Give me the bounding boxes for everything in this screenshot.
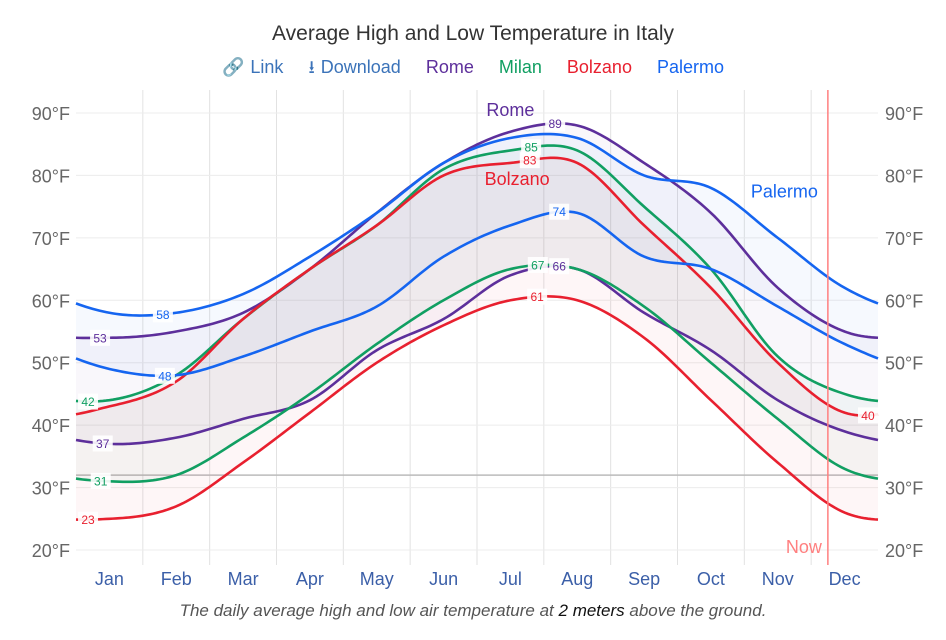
y-tick-left: 20°F <box>32 541 70 561</box>
x-tick-label: Jun <box>429 569 458 589</box>
data-label-bg <box>527 256 548 273</box>
band-milan <box>76 145 878 482</box>
palermo-low-line <box>75 210 879 378</box>
rome-high-line <box>75 122 879 340</box>
link-button[interactable]: 🔗 Link <box>222 57 283 77</box>
data-label: 66 <box>553 260 567 274</box>
data-label-bg <box>545 115 566 132</box>
palermo-high-line <box>75 132 879 317</box>
x-tick-label: Sep <box>628 569 660 589</box>
caption-emphasis: 2 meters <box>558 601 625 620</box>
download-icon: ⭳ <box>308 57 315 77</box>
data-label-bg <box>78 511 99 528</box>
x-tick-label: Feb <box>161 569 192 589</box>
now-label: Now <box>786 537 823 557</box>
data-label: 83 <box>523 154 537 168</box>
data-label-bg <box>154 367 175 384</box>
bolzano-high-line <box>75 156 879 417</box>
y-tick-left: 80°F <box>32 166 70 186</box>
y-tick-left: 70°F <box>32 229 70 249</box>
data-label: 58 <box>156 308 170 322</box>
x-tick-label: May <box>360 569 394 589</box>
data-label-bg <box>90 329 111 346</box>
band-bolzano <box>76 157 878 520</box>
series-name-label: Rome <box>486 100 534 120</box>
y-tick-left: 90°F <box>32 104 70 124</box>
y-tick-left: 30°F <box>32 479 70 499</box>
milan-low-line <box>75 263 879 484</box>
data-label: 53 <box>93 331 107 345</box>
x-tick-label: Oct <box>697 569 725 589</box>
x-tick-label: Jul <box>499 569 522 589</box>
caption-text: The daily average high and low air tempe… <box>179 601 559 620</box>
data-label: 40 <box>861 409 875 423</box>
y-tick-right: 60°F <box>885 291 923 311</box>
band-palermo <box>76 134 878 376</box>
data-label-bg <box>857 407 878 424</box>
data-label: 48 <box>158 369 172 383</box>
chart-title: Average High and Low Temperature in Ital… <box>272 22 674 45</box>
x-tick-label: Dec <box>829 569 861 589</box>
legend-rome[interactable]: Rome <box>425 57 474 77</box>
data-label: 85 <box>524 141 538 155</box>
data-label: 89 <box>549 117 563 131</box>
data-label-bg <box>549 258 570 275</box>
data-label: 61 <box>530 290 544 304</box>
legend-bolzano[interactable]: Bolzano <box>566 57 632 77</box>
data-label: 74 <box>553 205 567 219</box>
link-label: Link <box>250 57 284 77</box>
x-tick-label: Mar <box>228 569 259 589</box>
y-tick-left: 60°F <box>32 291 70 311</box>
data-label: 23 <box>81 513 95 527</box>
milan-high-line <box>75 144 879 403</box>
y-tick-right: 50°F <box>885 354 923 374</box>
link-icon: 🔗 <box>221 57 245 77</box>
x-tick-label: Apr <box>296 569 324 589</box>
y-tick-right: 20°F <box>885 541 923 561</box>
download-label: Download <box>320 57 401 77</box>
caption: The daily average high and low air tempe… <box>0 601 946 621</box>
y-tick-right: 80°F <box>885 166 923 186</box>
x-tick-label: Nov <box>762 569 794 589</box>
legend-palermo[interactable]: Palermo <box>656 57 725 77</box>
legend: 🔗 Link ⭳ Download Rome Milan Bolzano Paler… <box>0 55 946 85</box>
series-name-label: Palermo <box>751 181 818 201</box>
band-rome <box>76 123 878 445</box>
data-label: 31 <box>94 474 108 488</box>
y-tick-left: 50°F <box>32 354 70 374</box>
data-label-bg <box>152 306 173 323</box>
y-tick-left: 40°F <box>32 416 70 436</box>
data-label: 42 <box>81 395 95 409</box>
data-label-bg <box>519 152 540 169</box>
data-label-bg <box>78 393 99 410</box>
rome-low-line <box>75 264 879 446</box>
data-label: 37 <box>96 437 110 451</box>
y-tick-right: 70°F <box>885 229 923 249</box>
y-tick-right: 40°F <box>885 416 923 436</box>
data-label-bg <box>521 139 542 156</box>
data-label-bg <box>92 435 113 452</box>
legend-milan[interactable]: Milan <box>498 57 542 77</box>
data-label-bg <box>90 472 111 489</box>
download-button[interactable]: ⭳ Download <box>308 57 400 77</box>
x-tick-label: Aug <box>561 569 593 589</box>
x-tick-label: Jan <box>95 569 124 589</box>
data-label: 67 <box>531 258 545 272</box>
y-tick-right: 90°F <box>885 104 923 124</box>
series-name-label: Bolzano <box>485 169 550 189</box>
y-tick-right: 30°F <box>885 479 923 499</box>
caption-text-end: above the ground. <box>624 601 767 620</box>
data-label-bg <box>527 288 548 305</box>
data-label-bg <box>549 203 570 220</box>
bolzano-low-line <box>75 295 879 522</box>
